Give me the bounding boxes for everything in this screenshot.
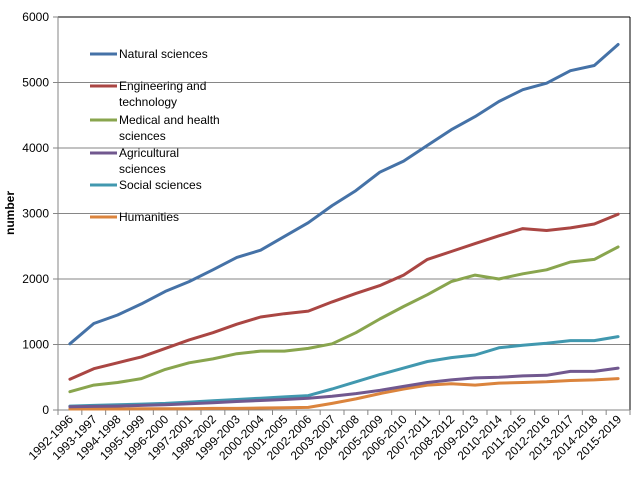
legend-label: Natural sciences [119, 47, 208, 61]
legend-item: Engineering and technology [90, 79, 206, 109]
legend-label: Medical and health [119, 113, 220, 127]
y-axis-title: number [3, 191, 17, 235]
y-tick-label: 2000 [22, 272, 49, 286]
legend-item: Medical and health sciences [90, 113, 220, 143]
series-lines [68, 43, 620, 411]
legend-item: Natural sciences [90, 47, 208, 61]
y-tick-label: 4000 [22, 141, 49, 155]
legend-item: Social sciences [90, 178, 202, 192]
series-line-humanities [68, 377, 620, 411]
y-axis-ticks: 0 1000 2000 3000 4000 5000 6000 [22, 10, 58, 417]
series-line-agricultural-sciences [68, 366, 620, 409]
legend-label: sciences [119, 129, 166, 143]
y-tick-label: 5000 [22, 76, 49, 90]
series-line-medical-and-health-sciences [68, 245, 620, 394]
series-line-natural-sciences [68, 43, 620, 346]
y-tick-label: 6000 [22, 10, 49, 24]
x-axis-ticks: 1992-19961993-19971994-19981995-19991996… [26, 410, 631, 463]
y-tick-label: 3000 [22, 207, 49, 221]
y-tick-label: 0 [42, 403, 49, 417]
legend-item: Agricultural sciences [90, 146, 179, 176]
legend-label: Social sciences [119, 178, 202, 192]
series-line-engineering-and-technology [68, 212, 620, 381]
legend-label: sciences [119, 162, 166, 176]
legend-label: Engineering and [119, 79, 206, 93]
y-tick-label: 1000 [22, 338, 49, 352]
legend: Natural sciences Engineering and technolog… [90, 47, 220, 224]
legend-label: Agricultural [119, 146, 179, 160]
legend-label: Humanities [119, 210, 179, 224]
legend-label: technology [119, 95, 177, 109]
legend-item: Humanities [90, 210, 179, 224]
